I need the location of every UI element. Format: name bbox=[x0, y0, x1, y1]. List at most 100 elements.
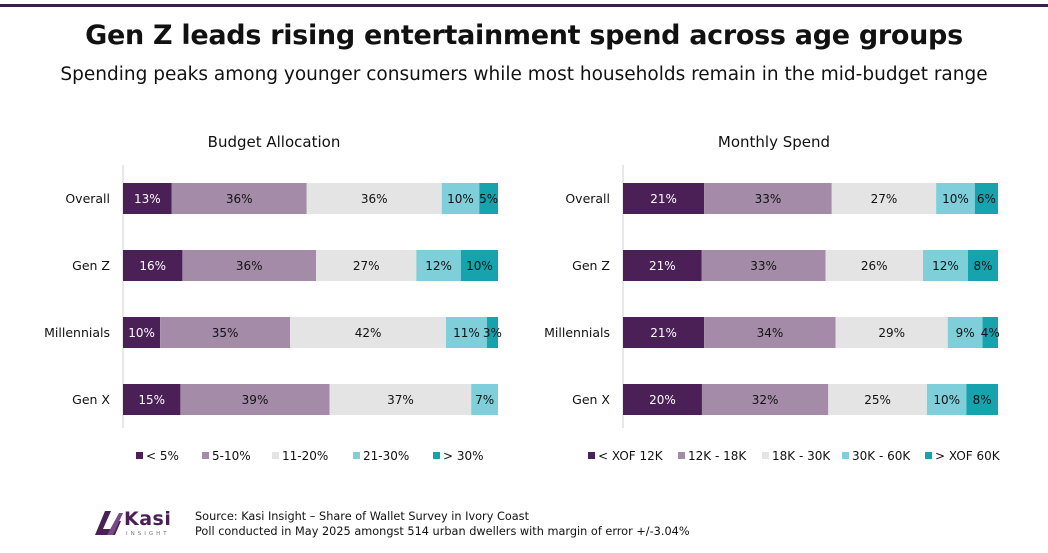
budget-data-label-millennials-21-30: 11% bbox=[453, 326, 480, 340]
spend-bar-overall-12k-18k bbox=[704, 183, 832, 214]
budget-bar-millennials-30 bbox=[486, 317, 498, 348]
budget-bar-gen-z-5 bbox=[123, 250, 183, 281]
spend-bar-millennials-12k-18k bbox=[704, 317, 836, 348]
budget-bar-gen-z-21-30 bbox=[416, 250, 461, 281]
budget-category-label-gen-z: Gen Z bbox=[72, 258, 110, 273]
spend-legend-swatch-18k-30k bbox=[762, 452, 769, 459]
spend-category-label-gen-z: Gen Z bbox=[572, 258, 610, 273]
spend-data-label-overall-12k-18k: 33% bbox=[755, 192, 782, 206]
spend-legend-swatch-30k-60k bbox=[842, 452, 849, 459]
spend-data-label-overall-30k-60k: 10% bbox=[942, 192, 969, 206]
budget-legend-label-30: > 30% bbox=[443, 449, 484, 463]
spend-data-label-gen-z-12k-18k: 33% bbox=[750, 259, 777, 273]
spend-data-label-millennials-18k-30k: 29% bbox=[878, 326, 905, 340]
spend-bar-gen-x-xof-12k bbox=[623, 384, 702, 415]
spend-bar-millennials-30k-60k bbox=[947, 317, 983, 348]
spend-legend-label-xof-60k: > XOF 60K bbox=[935, 449, 1001, 463]
spend-data-label-gen-x-30k-60k: 10% bbox=[933, 393, 960, 407]
spend-data-label-overall-18k-30k: 27% bbox=[871, 192, 898, 206]
spend-data-label-millennials-12k-18k: 34% bbox=[757, 326, 784, 340]
logo-tagline: INSIGHT bbox=[126, 531, 170, 537]
spend-legend-label-30k-60k: 30K - 60K bbox=[852, 449, 911, 463]
budget-bar-overall-5-10 bbox=[171, 183, 307, 214]
budget-legend-swatch-21-30 bbox=[353, 452, 360, 459]
spend-bar-gen-z-12k-18k bbox=[701, 250, 826, 281]
spend-legend-swatch-xof-12k bbox=[588, 452, 595, 459]
budget-bar-millennials-11-20 bbox=[290, 317, 447, 348]
budget-data-label-overall-30: 5% bbox=[479, 192, 498, 206]
budget-bar-gen-x-21-30 bbox=[471, 384, 498, 415]
spend-data-label-millennials-30k-60k: 9% bbox=[956, 326, 975, 340]
budget-bar-millennials-5 bbox=[123, 317, 161, 348]
budget-data-label-gen-z-11-20: 27% bbox=[353, 259, 380, 273]
budget-category-label-overall: Overall bbox=[65, 191, 110, 206]
spend-data-label-gen-z-xof-60k: 8% bbox=[973, 259, 992, 273]
budget-bar-overall-30 bbox=[479, 183, 498, 214]
spend-bar-gen-z-18k-30k bbox=[825, 250, 923, 281]
spend-bar-millennials-xof-60k bbox=[982, 317, 998, 348]
spend-data-label-overall-xof-12k: 21% bbox=[650, 192, 677, 206]
spend-bar-overall-30k-60k bbox=[936, 183, 975, 214]
spend-bar-gen-x-xof-60k bbox=[966, 384, 998, 415]
spend-legend-swatch-12k-18k bbox=[678, 452, 685, 459]
top-rule bbox=[0, 4, 1048, 7]
budget-data-label-gen-x-11-20: 37% bbox=[387, 393, 414, 407]
source-line-2: Poll conducted in May 2025 amongst 514 u… bbox=[195, 525, 690, 538]
spend-category-label-overall: Overall bbox=[565, 191, 610, 206]
budget-bar-millennials-21-30 bbox=[446, 317, 487, 348]
budget-legend-label-11-20: 11-20% bbox=[282, 449, 328, 463]
spend-legend-label-xof-12k: < XOF 12K bbox=[598, 449, 664, 463]
budget-data-label-gen-z-5: 16% bbox=[139, 259, 166, 273]
spend-data-label-gen-z-30k-60k: 12% bbox=[932, 259, 959, 273]
spend-legend-swatch-xof-60k bbox=[925, 452, 932, 459]
budget-legend-swatch-5 bbox=[136, 452, 143, 459]
spend-bar-overall-18k-30k bbox=[831, 183, 937, 214]
spend-bar-gen-z-xof-12k bbox=[623, 250, 702, 281]
budget-data-label-gen-x-21-30: 7% bbox=[475, 393, 494, 407]
spend-bar-overall-xof-60k bbox=[974, 183, 998, 214]
spend-legend-label-18k-30k: 18K - 30K bbox=[772, 449, 831, 463]
budget-bar-overall-21-30 bbox=[441, 183, 480, 214]
page-subtitle: Spending peaks among younger consumers w… bbox=[60, 64, 988, 85]
budget-data-label-millennials-5: 10% bbox=[128, 326, 155, 340]
budget-chart-title: Budget Allocation bbox=[208, 133, 341, 151]
budget-data-label-millennials-5-10: 35% bbox=[212, 326, 239, 340]
spend-data-label-gen-z-18k-30k: 26% bbox=[861, 259, 888, 273]
budget-bar-gen-x-11-20 bbox=[329, 384, 472, 415]
budget-data-label-millennials-11-20: 42% bbox=[355, 326, 382, 340]
spend-category-label-gen-x: Gen X bbox=[572, 392, 610, 407]
spend-data-label-millennials-xof-60k: 4% bbox=[981, 326, 1000, 340]
spend-data-label-gen-x-xof-60k: 8% bbox=[973, 393, 992, 407]
budget-bar-overall-5 bbox=[123, 183, 172, 214]
kasi-logo-icon bbox=[95, 511, 123, 535]
budget-bar-gen-z-5-10 bbox=[182, 250, 317, 281]
spend-bar-millennials-18k-30k bbox=[835, 317, 948, 348]
budget-legend-swatch-5-10 bbox=[202, 452, 209, 459]
budget-data-label-gen-x-5: 15% bbox=[138, 393, 165, 407]
budget-category-label-gen-x: Gen X bbox=[72, 392, 110, 407]
charts-canvas: Budget Allocation Overall 13% 36% 36% 10% 5% Ge… bbox=[44, 133, 1001, 463]
spend-data-label-overall-xof-60k: 6% bbox=[977, 192, 996, 206]
spend-data-label-gen-z-xof-12k: 21% bbox=[649, 259, 676, 273]
spend-bar-overall-xof-12k bbox=[623, 183, 705, 214]
spend-bar-gen-x-30k-60k bbox=[926, 384, 967, 415]
spend-data-label-gen-x-12k-18k: 32% bbox=[752, 393, 779, 407]
budget-data-label-overall-11-20: 36% bbox=[361, 192, 388, 206]
budget-legend-label-5-10: 5-10% bbox=[212, 449, 251, 463]
spend-data-label-gen-x-xof-12k: 20% bbox=[649, 393, 676, 407]
budget-bar-overall-11-20 bbox=[306, 183, 442, 214]
budget-data-label-gen-z-30: 10% bbox=[466, 259, 493, 273]
spend-chart-title: Monthly Spend bbox=[718, 133, 830, 151]
spend-bar-millennials-xof-12k bbox=[623, 317, 705, 348]
budget-bar-gen-z-11-20 bbox=[316, 250, 417, 281]
budget-legend-swatch-30 bbox=[433, 452, 440, 459]
spend-legend-label-12k-18k: 12K - 18K bbox=[688, 449, 747, 463]
budget-legend-label-5: < 5% bbox=[146, 449, 179, 463]
spend-bar-gen-x-18k-30k bbox=[828, 384, 927, 415]
source-note: Source: Kasi Insight – Share of Wallet S… bbox=[195, 509, 690, 539]
budget-data-label-gen-x-5-10: 39% bbox=[242, 393, 269, 407]
budget-bar-gen-x-5-10 bbox=[180, 384, 330, 415]
budget-legend-swatch-11-20 bbox=[272, 452, 279, 459]
spend-bar-gen-z-xof-60k bbox=[968, 250, 998, 281]
budget-bar-gen-z-30 bbox=[460, 250, 498, 281]
